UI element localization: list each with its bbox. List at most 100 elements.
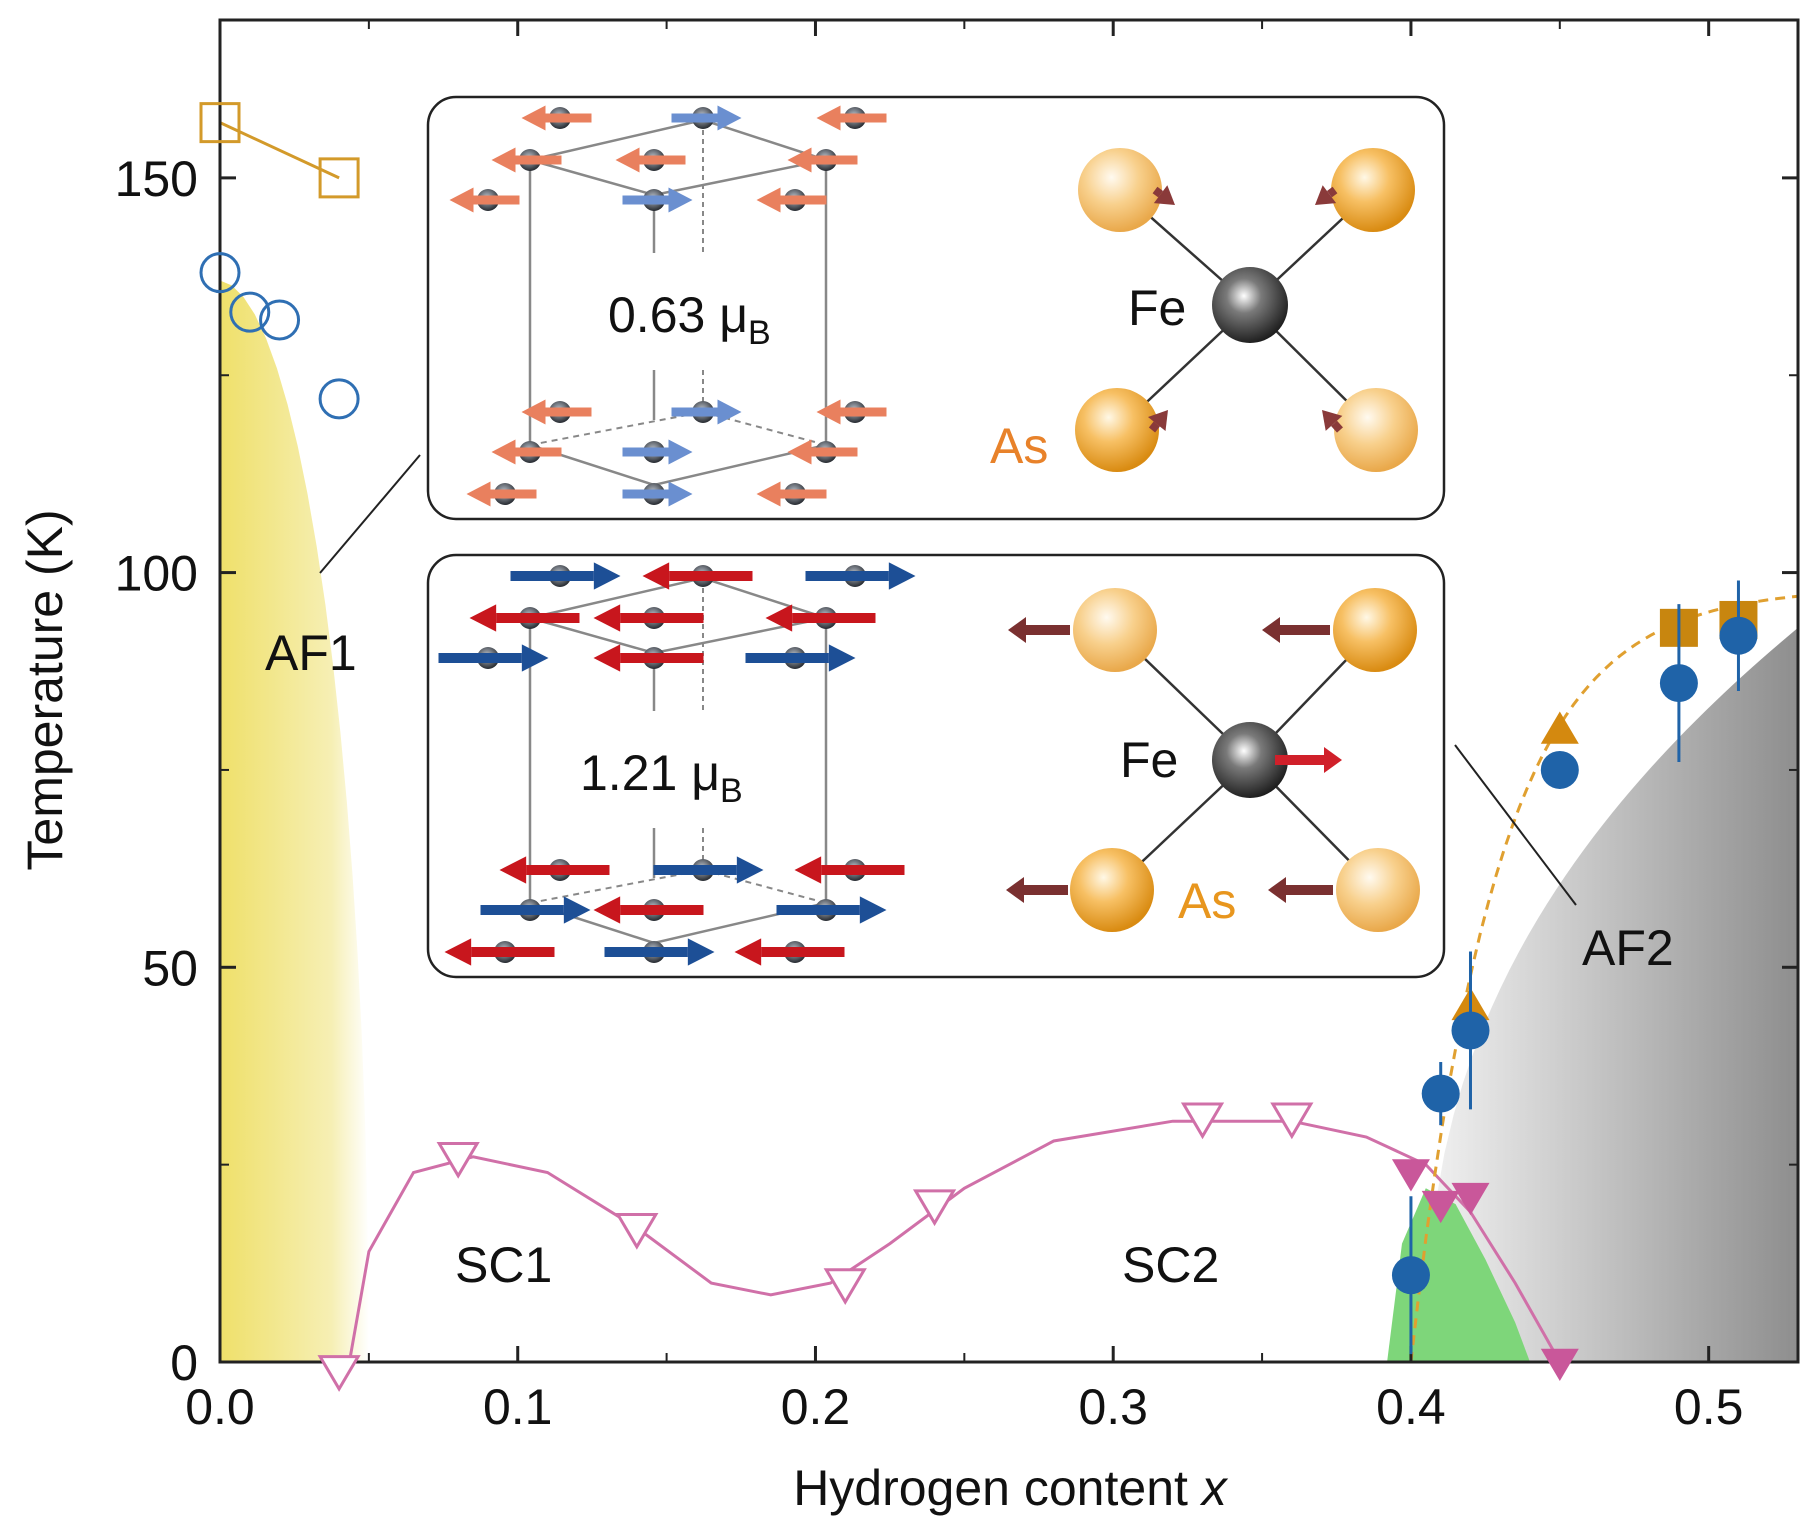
as-moment-head [1268,877,1286,903]
x-tick-label: 0.2 [781,1379,851,1435]
x-tick-label: 0.0 [185,1379,255,1435]
spin-left-head [449,187,474,213]
spin-left-head [466,481,491,507]
inset-af1-frame [426,95,1446,521]
spin-left-head [593,644,621,672]
spin-left-head [787,147,812,173]
data-point-open-triangle-down [317,1355,361,1392]
spin-right-head [859,896,887,924]
as-atom [1078,148,1162,232]
spin-left-head [593,604,621,632]
as-moment-shaft [1331,420,1343,433]
x-tick-label: 0.5 [1674,1379,1744,1435]
spin-left-head [816,105,841,131]
spin-left-head [444,938,472,966]
af1-fe-label: Fe [1128,280,1186,336]
af1-as-label: As [990,418,1048,474]
x-axis-title: Hydrogen content x [793,1460,1229,1516]
data-point-filled-circle [1540,750,1579,789]
as-moment-head [1262,617,1280,643]
data-point-open-circle [229,291,271,333]
data-point-filled-circle [1451,1011,1490,1050]
data-point-filled-triangle-down [1421,1190,1460,1224]
as-atom [1336,848,1420,932]
as-moment-shaft [1148,421,1160,433]
y-tick-label: 0 [170,1335,198,1391]
data-point-open-square [318,157,360,199]
y-tick-label: 50 [142,940,198,996]
label-af1: AF1 [265,625,357,681]
spin-left-head [491,439,516,465]
region-labels: AF1 AF2 SC1 SC2 [265,454,1674,1293]
as-atom [1334,388,1418,472]
as-atom [1333,588,1417,672]
as-moment-head [1315,185,1337,205]
af1-fe-as-cluster [1075,148,1418,472]
spin-left-head [521,105,546,131]
inset-af1-structure: 0.63 μB Fe As [426,95,1446,521]
data-point-filled-triangle-up [1540,711,1579,744]
spin-left-head [642,562,670,590]
spin-right-head [888,562,916,590]
af2-moment-label: 1.21 μB [580,745,743,810]
fe-atom [1212,267,1288,343]
spin-right-head [668,481,693,507]
spin-right-head [828,644,856,672]
spin-left-head [794,856,822,884]
spin-left-head [521,399,546,425]
data-point-filled-circle [1659,664,1698,703]
data-point-open-circle [199,252,241,294]
data-point-open-triangle-down [823,1268,867,1306]
spin-left-head [734,938,762,966]
x-tick-label: 0.3 [1078,1379,1148,1435]
label-sc2: SC2 [1122,1237,1219,1293]
y-tick-label: 150 [115,151,198,207]
af1-region [220,280,369,1362]
data-point-open-square [199,102,241,144]
af2-fe-as-cluster [1006,588,1420,932]
af2-leader-line [1454,744,1577,906]
af2-fe-label: Fe [1120,732,1178,788]
spin-right-head [563,896,591,924]
af2-as-label: As [1178,873,1236,929]
label-sc1: SC1 [455,1237,552,1293]
spin-right-head [717,105,742,131]
spin-left-head [787,439,812,465]
data-point-filled-triangle-down [1540,1348,1579,1381]
as-atom [1070,848,1154,932]
af1-spin-lattice [449,105,887,507]
as-moment-head [1008,617,1026,643]
data-point-open-triangle-down [436,1141,480,1179]
data-markers [199,102,1758,1392]
spin-left-head [615,147,640,173]
spin-right-head [717,399,742,425]
axes: 0.0 0.1 0.2 0.3 0.4 0.5 0 50 100 150 [115,18,1800,1435]
spin-right-head [687,938,715,966]
x-tick-label: 0.1 [483,1379,553,1435]
spin-left-head [469,604,497,632]
data-point-open-triangle-down [1270,1102,1314,1140]
spin-left-head [816,399,841,425]
fe-atom [1212,722,1288,798]
x-tick-label: 0.4 [1376,1379,1446,1435]
sc2-overlap-region [1387,1188,1530,1362]
as-atom [1073,588,1157,672]
as-moment-head [1153,185,1175,205]
as-moment-head [1148,410,1168,432]
data-point-open-circle [318,378,360,420]
spin-left-head [593,896,621,924]
as-moment-shaft [1152,186,1163,198]
as-moment-head [1322,410,1343,431]
af1-moment-label: 0.63 μB [608,287,771,352]
af2-spin-lattice [438,562,916,966]
as-moment-head [1006,877,1024,903]
phase-regions [220,280,1798,1362]
spin-left-head [499,856,527,884]
spin-left-head [765,604,793,632]
label-af2: AF2 [1582,920,1674,976]
data-point-filled-circle [1719,616,1758,655]
af2-region [1425,627,1798,1362]
data-point-filled-triangle-down [1451,1182,1490,1216]
